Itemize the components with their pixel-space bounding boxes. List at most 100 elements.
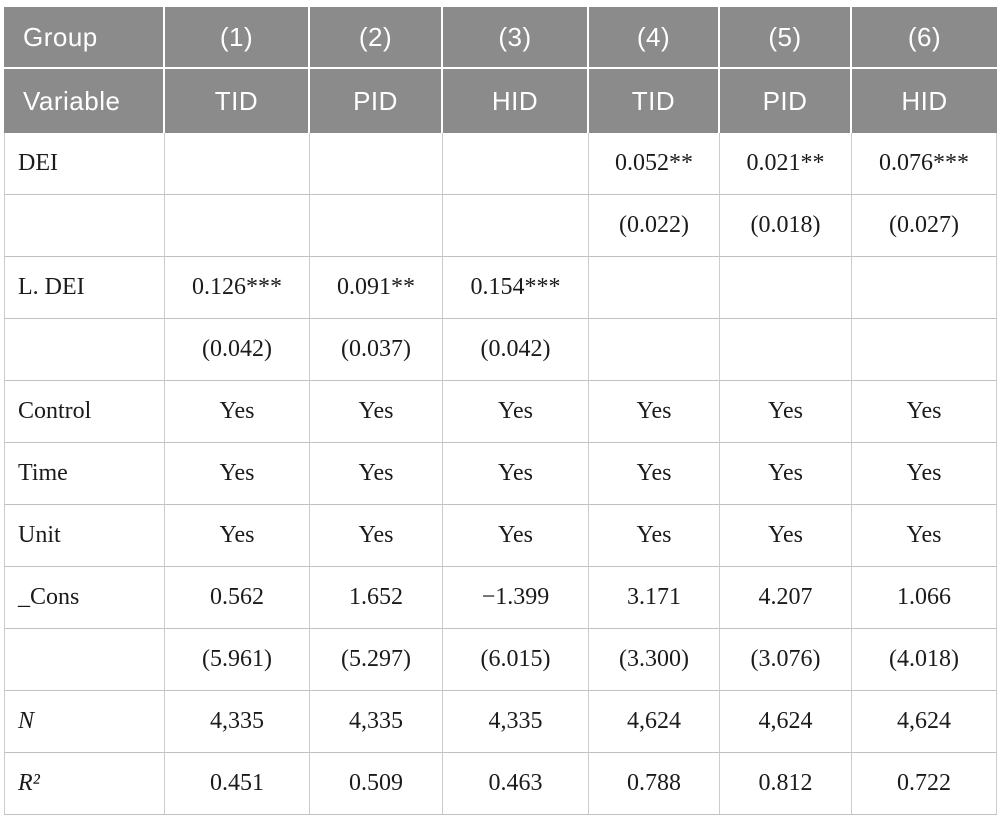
table-row: L. DEI 0.126*** 0.091** 0.154*** [4,257,997,319]
results-table: Group (1) (2) (3) (4) (5) (6) Variable T… [4,7,997,815]
value-cell: 0.154*** [443,257,589,319]
row-label-cell [4,629,165,691]
header-cell-model-1: (1) [165,7,310,69]
value-cell [589,319,720,381]
table-row: (5.961) (5.297) (6.015) (3.300) (3.076) (4.01… [4,629,997,691]
value-cell: (0.022) [589,195,720,257]
value-cell [720,257,852,319]
header-row-variable: Variable TID PID HID TID PID HID [4,69,997,133]
header-cell-dv-tid-2: TID [589,69,720,133]
value-cell: 4,335 [310,691,443,753]
value-cell: Yes [852,505,997,567]
row-label-cell: N [4,691,165,753]
table-row: Unit Yes Yes Yes Yes Yes Yes [4,505,997,567]
value-cell: Yes [310,505,443,567]
value-cell: Yes [165,443,310,505]
table-row: _Cons 0.562 1.652 −1.399 3.171 4.207 1.066 [4,567,997,629]
value-cell [720,319,852,381]
value-cell: Yes [165,381,310,443]
row-label-cell [4,319,165,381]
value-cell: 0.509 [310,753,443,815]
value-cell: (6.015) [443,629,589,691]
value-cell: (0.037) [310,319,443,381]
value-cell [165,195,310,257]
value-cell: (5.297) [310,629,443,691]
value-cell: 0.463 [443,753,589,815]
value-cell: Yes [852,381,997,443]
row-label-cell: Time [4,443,165,505]
value-cell: 0.021** [720,133,852,195]
table-row: (0.042) (0.037) (0.042) [4,319,997,381]
value-cell: 0.052** [589,133,720,195]
header-cell-model-4: (4) [589,7,720,69]
value-cell: 0.812 [720,753,852,815]
header-cell-dv-pid-1: PID [310,69,443,133]
table-row: Time Yes Yes Yes Yes Yes Yes [4,443,997,505]
value-cell: 0.091** [310,257,443,319]
table-row: R² 0.451 0.509 0.463 0.788 0.812 0.722 [4,753,997,815]
value-cell: Yes [852,443,997,505]
value-cell [589,257,720,319]
value-cell: 4,335 [165,691,310,753]
value-cell: (0.042) [165,319,310,381]
table-header: Group (1) (2) (3) (4) (5) (6) Variable T… [4,7,997,133]
value-cell: 0.788 [589,753,720,815]
value-cell: Yes [589,381,720,443]
value-cell [443,195,589,257]
table-row: DEI 0.052** 0.021** 0.076*** [4,133,997,195]
value-cell: (0.027) [852,195,997,257]
value-cell: (3.076) [720,629,852,691]
row-label-cell: DEI [4,133,165,195]
value-cell: −1.399 [443,567,589,629]
value-cell: (5.961) [165,629,310,691]
value-cell: 4,624 [852,691,997,753]
value-cell: Yes [443,443,589,505]
value-cell: 4,335 [443,691,589,753]
value-cell [165,133,310,195]
header-cell-model-5: (5) [720,7,852,69]
value-cell [310,195,443,257]
value-cell: Yes [443,381,589,443]
table-row: Control Yes Yes Yes Yes Yes Yes [4,381,997,443]
value-cell: Yes [443,505,589,567]
row-label-cell: L. DEI [4,257,165,319]
value-cell: (0.018) [720,195,852,257]
value-cell: Yes [720,381,852,443]
value-cell: (4.018) [852,629,997,691]
row-label-cell: Unit [4,505,165,567]
row-label-cell: _Cons [4,567,165,629]
value-cell: Yes [720,505,852,567]
row-label-cell: R² [4,753,165,815]
header-cell-model-3: (3) [443,7,589,69]
value-cell: Yes [720,443,852,505]
header-cell-model-6: (6) [852,7,997,69]
value-cell: Yes [589,505,720,567]
table-row: (0.022) (0.018) (0.027) [4,195,997,257]
value-cell: 1.652 [310,567,443,629]
value-cell: (0.042) [443,319,589,381]
header-cell-dv-hid-1: HID [443,69,589,133]
value-cell [852,257,997,319]
value-cell: 0.076*** [852,133,997,195]
value-cell: Yes [310,381,443,443]
value-cell: 4,624 [720,691,852,753]
value-cell: 0.451 [165,753,310,815]
value-cell [310,133,443,195]
value-cell: 1.066 [852,567,997,629]
value-cell: 0.722 [852,753,997,815]
value-cell [852,319,997,381]
header-cell-group: Group [4,7,165,69]
value-cell: Yes [589,443,720,505]
value-cell: Yes [165,505,310,567]
table-row: N 4,335 4,335 4,335 4,624 4,624 4,624 [4,691,997,753]
header-cell-dv-hid-2: HID [852,69,997,133]
header-cell-model-2: (2) [310,7,443,69]
regression-results-table: Group (1) (2) (3) (4) (5) (6) Variable T… [4,7,1004,815]
table-body: DEI 0.052** 0.021** 0.076*** (0.022) (0.018)(… [4,133,997,815]
value-cell [443,133,589,195]
value-cell: 4.207 [720,567,852,629]
value-cell: Yes [310,443,443,505]
value-cell: (3.300) [589,629,720,691]
row-label-cell: Control [4,381,165,443]
header-cell-dv-tid-1: TID [165,69,310,133]
